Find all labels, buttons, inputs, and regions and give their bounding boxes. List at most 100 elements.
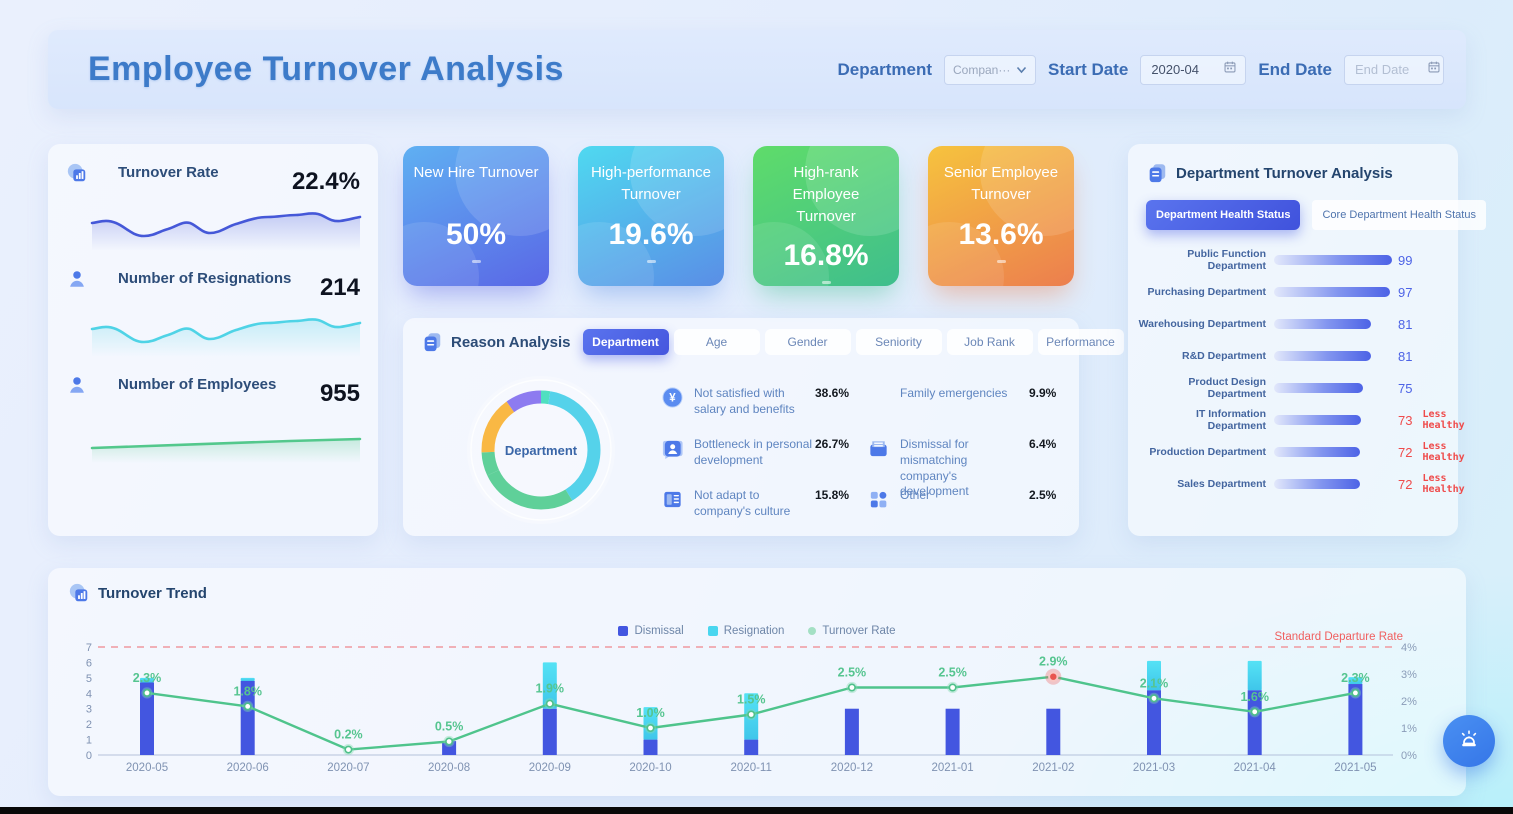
rate-point-label: 1.8% xyxy=(233,684,262,698)
key-metrics-panel: Turnover Rate 22.4% Number of Resignations… xyxy=(48,144,378,536)
kpi-label: High-rank Employee Turnover xyxy=(792,164,860,225)
donut-slice xyxy=(481,390,601,510)
reason-tab-job-rank[interactable]: Job Rank xyxy=(946,329,1033,355)
money-icon: ¥ xyxy=(661,386,684,409)
legend-item-resignation[interactable]: Resignation xyxy=(707,625,785,637)
reason-value: 9.9% xyxy=(1029,386,1057,400)
start-date-field[interactable] xyxy=(1140,54,1247,85)
donut-slice xyxy=(481,390,601,510)
department-bar xyxy=(1274,479,1392,489)
department-name: R&D Department xyxy=(1181,350,1266,362)
department-bar-list: Public Function Department 99 Purchasing D… xyxy=(1128,244,1465,500)
x-axis-label: 2021-01 xyxy=(931,762,973,774)
start-date-label: Start Date xyxy=(1048,59,1129,79)
x-axis-label: 2021-04 xyxy=(1234,762,1277,774)
user-icon xyxy=(66,374,90,398)
reason-tab-performance[interactable]: Performance xyxy=(1037,329,1124,355)
window-bottom-edge xyxy=(0,807,1513,814)
donut-svg xyxy=(467,376,615,524)
rate-point-label: 1.0% xyxy=(636,706,665,720)
stat-turnover-rate: Turnover Rate 22.4% xyxy=(66,160,362,252)
kpi-value: 50% xyxy=(445,218,507,251)
reason-item: Family emergencies 9.9% xyxy=(867,386,1071,409)
sparkline xyxy=(90,318,362,357)
department-panel-title: Department Turnover Analysis xyxy=(1176,164,1393,182)
department-bar xyxy=(1274,447,1392,457)
clipboard-icon xyxy=(1146,162,1168,184)
department-value: 97 xyxy=(1398,284,1413,300)
svg-text:¥: ¥ xyxy=(669,393,676,405)
reason-item: Not adapt to company's culture 15.8% xyxy=(661,488,857,520)
donut-slice xyxy=(481,390,601,510)
svg-text:0%: 0% xyxy=(1401,750,1417,762)
alarm-button[interactable] xyxy=(1443,715,1495,767)
header-bar: Employee Turnover Analysis Department Co… xyxy=(48,30,1466,109)
department-value: 72 xyxy=(1398,476,1413,492)
stat-value: 214 xyxy=(319,274,360,301)
department-select[interactable]: Compan··· xyxy=(944,54,1036,85)
standard-departure-rate-label: Standard Departure Rate xyxy=(1275,631,1404,643)
mail-icon xyxy=(867,437,890,460)
department-tab-core-department-health-status[interactable]: Core Department Health Status xyxy=(1312,200,1486,230)
department-name: Production Department xyxy=(1149,446,1266,458)
department-bar xyxy=(1274,255,1392,265)
x-axis-label: 2021-03 xyxy=(1133,762,1175,774)
rate-point-label: 1.5% xyxy=(737,693,766,707)
donut-slice xyxy=(481,390,601,510)
kpi-trend-dash xyxy=(646,260,656,263)
department-row: R&D Department 81 xyxy=(1128,340,1458,372)
x-axis-label: 2020-11 xyxy=(731,762,772,774)
x-axis-label: 2020-06 xyxy=(227,762,269,774)
filter-bar: Department Compan··· Start Date End Date xyxy=(838,54,1444,85)
reason-label: Other xyxy=(900,488,931,502)
reason-analysis-title: Reason Analysis xyxy=(451,333,571,351)
rate-point-label: 0.5% xyxy=(435,720,464,734)
reason-value: 26.7% xyxy=(815,437,850,451)
legend-item-turnover-rate[interactable]: Turnover Rate xyxy=(808,625,896,637)
svg-text:5: 5 xyxy=(86,673,92,685)
reason-value: 6.4% xyxy=(1029,437,1057,451)
department-row: IT Information Department 73 Less Healthy xyxy=(1128,404,1465,436)
department-bar xyxy=(1274,383,1392,393)
health-status-tag: Less Healthy xyxy=(1422,441,1465,463)
svg-text:3: 3 xyxy=(86,704,92,716)
department-tab-department-health-status[interactable]: Department Health Status xyxy=(1146,200,1301,230)
department-row: Purchasing Department 97 xyxy=(1128,276,1458,308)
trend-title: Turnover Trend xyxy=(98,584,207,602)
kpi-card-row: New Hire Turnover 50% High-performance Tur… xyxy=(403,146,1074,286)
svg-text:4%: 4% xyxy=(1401,642,1417,654)
department-name: Sales Department xyxy=(1177,478,1266,490)
legend-marker xyxy=(618,626,629,636)
reason-tab-gender[interactable]: Gender xyxy=(764,329,851,355)
department-name: Product Design Department xyxy=(1188,376,1266,400)
reason-tab-age[interactable]: Age xyxy=(673,329,760,355)
department-bar xyxy=(1274,415,1392,425)
rate-point-label: 1.9% xyxy=(536,682,565,696)
start-date-input[interactable] xyxy=(1149,61,1224,78)
svg-text:3%: 3% xyxy=(1401,669,1417,681)
stat-value: 22.4% xyxy=(291,168,360,195)
rate-point-label: 2.5% xyxy=(838,666,867,680)
reason-item: Dismissal for mismatching company's deve… xyxy=(867,437,1071,500)
reason-tab-department[interactable]: Department xyxy=(582,329,669,355)
department-name: Warehousing Department xyxy=(1138,318,1266,330)
rate-point-label: 2.3% xyxy=(1341,671,1370,685)
reason-tab-seniority[interactable]: Seniority xyxy=(855,329,942,355)
reason-item: Bottleneck in personal development 26.7% xyxy=(661,437,857,469)
department-turnover-panel: Department Turnover Analysis Department … xyxy=(1128,144,1486,536)
department-row: Sales Department 72 Less Healthy xyxy=(1128,468,1464,500)
svg-text:0: 0 xyxy=(86,750,92,762)
reason-item: Other 2.5% xyxy=(867,488,1071,511)
legend-item-dismissal[interactable]: Dismissal xyxy=(618,625,684,637)
chart-icon xyxy=(66,162,90,186)
legend-label: Resignation xyxy=(723,625,785,637)
end-date-field[interactable] xyxy=(1344,54,1444,85)
svg-text:6: 6 xyxy=(86,657,92,669)
rate-point-label: 2.9% xyxy=(1039,655,1068,669)
reason-donut-chart[interactable]: Department xyxy=(463,372,619,528)
reason-value: 2.5% xyxy=(1029,488,1057,502)
department-row: Product Design Department 75 xyxy=(1128,372,1458,404)
donut-center-label: Department xyxy=(504,442,578,458)
end-date-input[interactable] xyxy=(1353,61,1427,78)
